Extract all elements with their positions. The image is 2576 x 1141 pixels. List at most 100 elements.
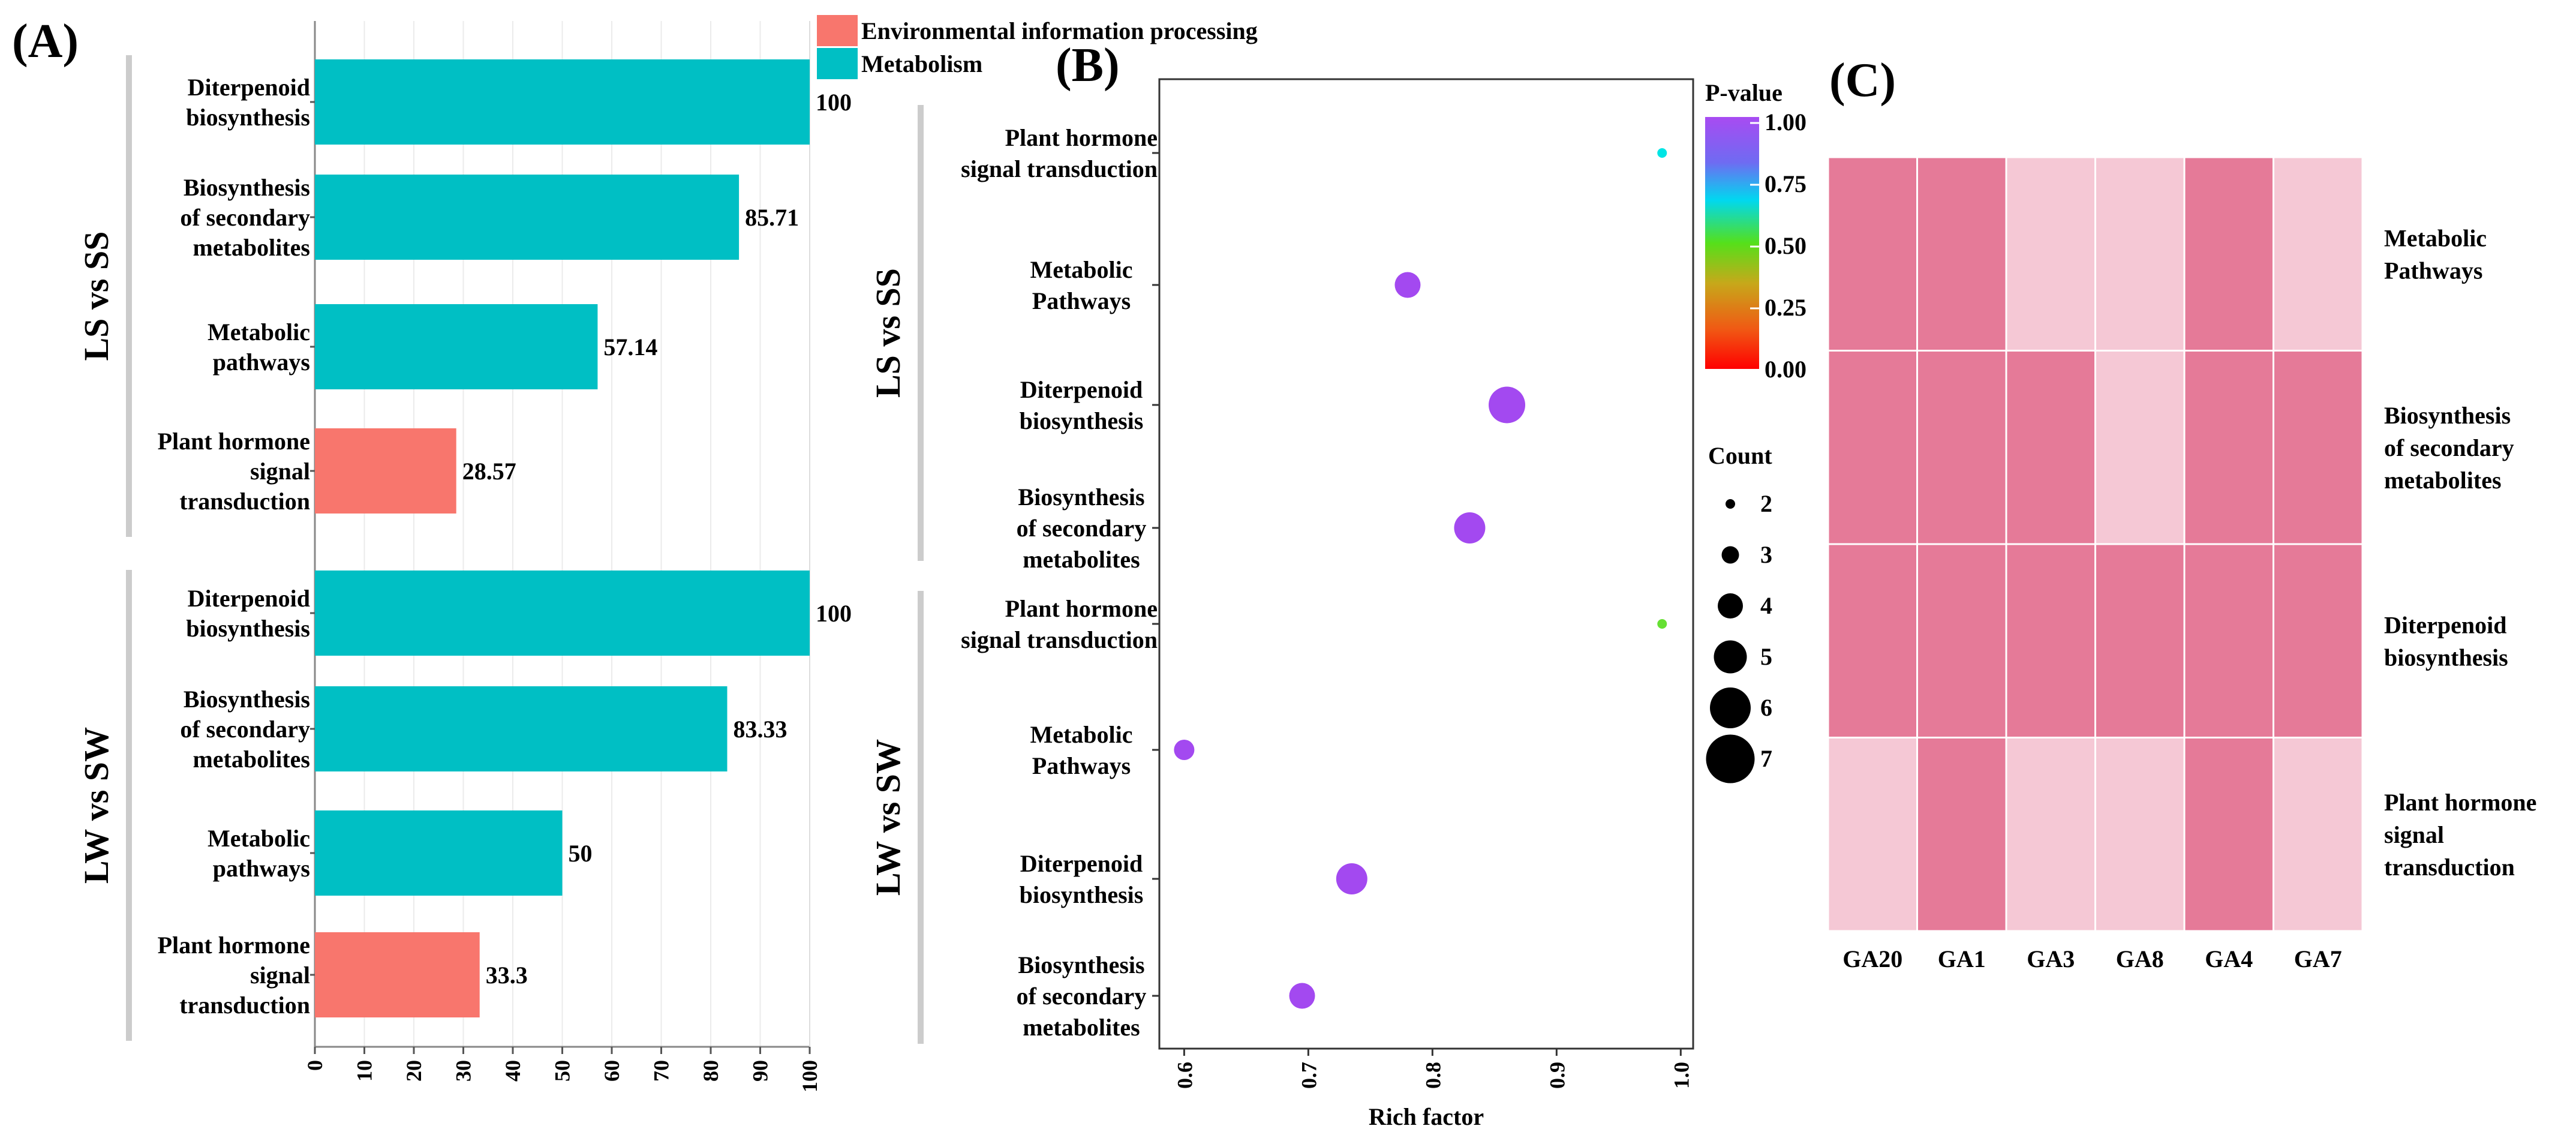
row-label: Metabolic Pathways: [2384, 224, 2487, 284]
bubble-point: [1454, 512, 1486, 544]
category-label: Diterpenoid biosynthesis: [186, 585, 310, 642]
x-tick-label: 40: [501, 1060, 525, 1082]
bar-value-label: 57.14: [603, 334, 657, 361]
group-label: LW vs SW: [77, 727, 116, 884]
x-tick-label: 10: [353, 1060, 377, 1082]
x-tick-label: 70: [650, 1060, 674, 1082]
bar: [315, 175, 740, 260]
colorbar-tick-label: 0.00: [1765, 356, 1806, 383]
heatmap-cell: [2005, 156, 2096, 352]
heatmap-cell: [2005, 737, 2096, 932]
panel-a: (A) 0 10 20 30 40 50 60 70 80 90 100 LS vs SS 100 Dite…: [12, 15, 1258, 1092]
heatmap-cell: [1916, 156, 2007, 352]
panel-b: (B) 0.6 0.7 0.8 0.9 1.0 Rich factor LS vs SS Pla…: [868, 39, 1806, 1130]
category-label: Biosynthesis of secondary metabolites: [180, 174, 310, 261]
heatmap-cell: [1916, 350, 2007, 545]
category-label: Diterpenoid biosynthesis: [1020, 850, 1144, 908]
heatmap-cell: [2005, 543, 2096, 738]
colorbar-title: P-value: [1705, 79, 1783, 106]
x-tick-label: 1.0: [1669, 1062, 1693, 1089]
panel-c: (C) Metabolic Pathways Biosynthesis of secon…: [1827, 54, 2536, 972]
heatmap-cell: [1916, 543, 2007, 738]
size-legend-dot: [1714, 640, 1747, 674]
bubble-point: [1289, 983, 1315, 1009]
bar-value-label: 33.3: [486, 962, 528, 989]
heatmap-cell: [1916, 737, 2007, 932]
column-label: GA1: [1938, 945, 1986, 972]
x-tick-label: 0.9: [1545, 1062, 1569, 1089]
bubble-point: [1657, 619, 1667, 629]
heatmap-cell: [2005, 350, 2096, 545]
category-label: Biosynthesis of secondary metabolites: [180, 686, 310, 773]
bar: [315, 59, 810, 145]
column-label: GA3: [2027, 945, 2075, 972]
size-legend-label: 5: [1760, 643, 1772, 670]
size-legend-label: 3: [1760, 541, 1772, 568]
bar: [315, 428, 456, 514]
size-legend-title: Count: [1708, 442, 1772, 469]
category-label: Diterpenoid biosynthesis: [186, 74, 310, 131]
category-label: Biosynthesis of secondary metabolites: [1017, 484, 1147, 573]
x-tick-label: 0.6: [1173, 1062, 1197, 1089]
size-legend-dot: [1726, 499, 1735, 509]
heatmap-cell: [2273, 350, 2364, 545]
x-tick-label: 50: [551, 1060, 575, 1082]
heatmap-cell: [1827, 737, 1918, 932]
category-label: Diterpenoid biosynthesis: [1020, 376, 1144, 434]
x-axis-title: Rich factor: [1369, 1103, 1484, 1130]
row-label: Diterpenoid biosynthesis: [2384, 611, 2508, 671]
bar-value-label: 83.33: [733, 716, 787, 743]
category-label: Biosynthesis of secondary metabolites: [1017, 951, 1147, 1041]
category-label: Plant hormone signal transduction: [961, 595, 1158, 653]
bar-value-label: 85.71: [745, 204, 799, 231]
bar: [315, 686, 728, 771]
bar-value-label: 100: [816, 600, 852, 627]
category-label: Metabolic pathways: [208, 319, 310, 376]
size-legend-dot: [1710, 687, 1751, 728]
x-tick-label: 0.8: [1421, 1062, 1445, 1089]
column-label: GA4: [2205, 945, 2253, 972]
heatmap-cell: [2273, 737, 2364, 932]
group-label: LW vs SW: [868, 739, 907, 896]
plot-frame: [1158, 78, 1694, 1050]
bar: [315, 570, 810, 656]
x-tick-label: 0: [303, 1060, 327, 1071]
heatmap-cell: [1827, 543, 1918, 738]
colorbar-tick-label: 0.25: [1765, 294, 1806, 321]
bubble-point: [1489, 386, 1526, 424]
panel-label: (C): [1829, 54, 1896, 107]
bubble-point: [1174, 740, 1195, 760]
group-strip: [126, 570, 132, 1041]
bar-value-label: 28.57: [462, 458, 516, 485]
heatmap-cell: [2094, 737, 2186, 932]
bar: [315, 932, 480, 1017]
group-strip: [126, 55, 132, 537]
heatmap-cell: [2273, 543, 2364, 738]
size-legend-dot: [1721, 546, 1739, 564]
group-strip: [918, 591, 924, 1044]
heatmap-cell: [2094, 156, 2186, 352]
category-label: Metabolic pathways: [208, 825, 310, 882]
bubble-point: [1657, 148, 1667, 158]
legend-label: Metabolism: [861, 50, 982, 77]
panel-label: (A): [12, 15, 79, 68]
heatmap-cell: [1827, 350, 1918, 545]
group-label: LS vs SS: [77, 231, 116, 361]
bubble-point: [1336, 863, 1367, 894]
row-label: Biosynthesis of secondary metabolites: [2384, 402, 2514, 494]
heatmap-cell: [2183, 156, 2274, 352]
legend-label: Environmental information processing: [861, 17, 1258, 44]
size-legend-dot: [1718, 593, 1743, 618]
heatmap-cell: [2273, 156, 2364, 352]
bar: [315, 304, 598, 389]
legend-swatch: [817, 48, 858, 79]
x-tick-label: 60: [600, 1060, 624, 1082]
size-legend-label: 2: [1760, 490, 1772, 517]
category-label: Metabolic Pathways: [1030, 721, 1132, 779]
colorbar-tick-label: 1.00: [1765, 109, 1806, 136]
x-tick-label: 100: [798, 1060, 822, 1092]
legend-swatch: [817, 15, 858, 46]
category-label: Plant hormone signal transduction: [158, 428, 310, 515]
category-label: Plant hormone signal transduction: [961, 124, 1158, 182]
column-label: GA8: [2116, 945, 2164, 972]
